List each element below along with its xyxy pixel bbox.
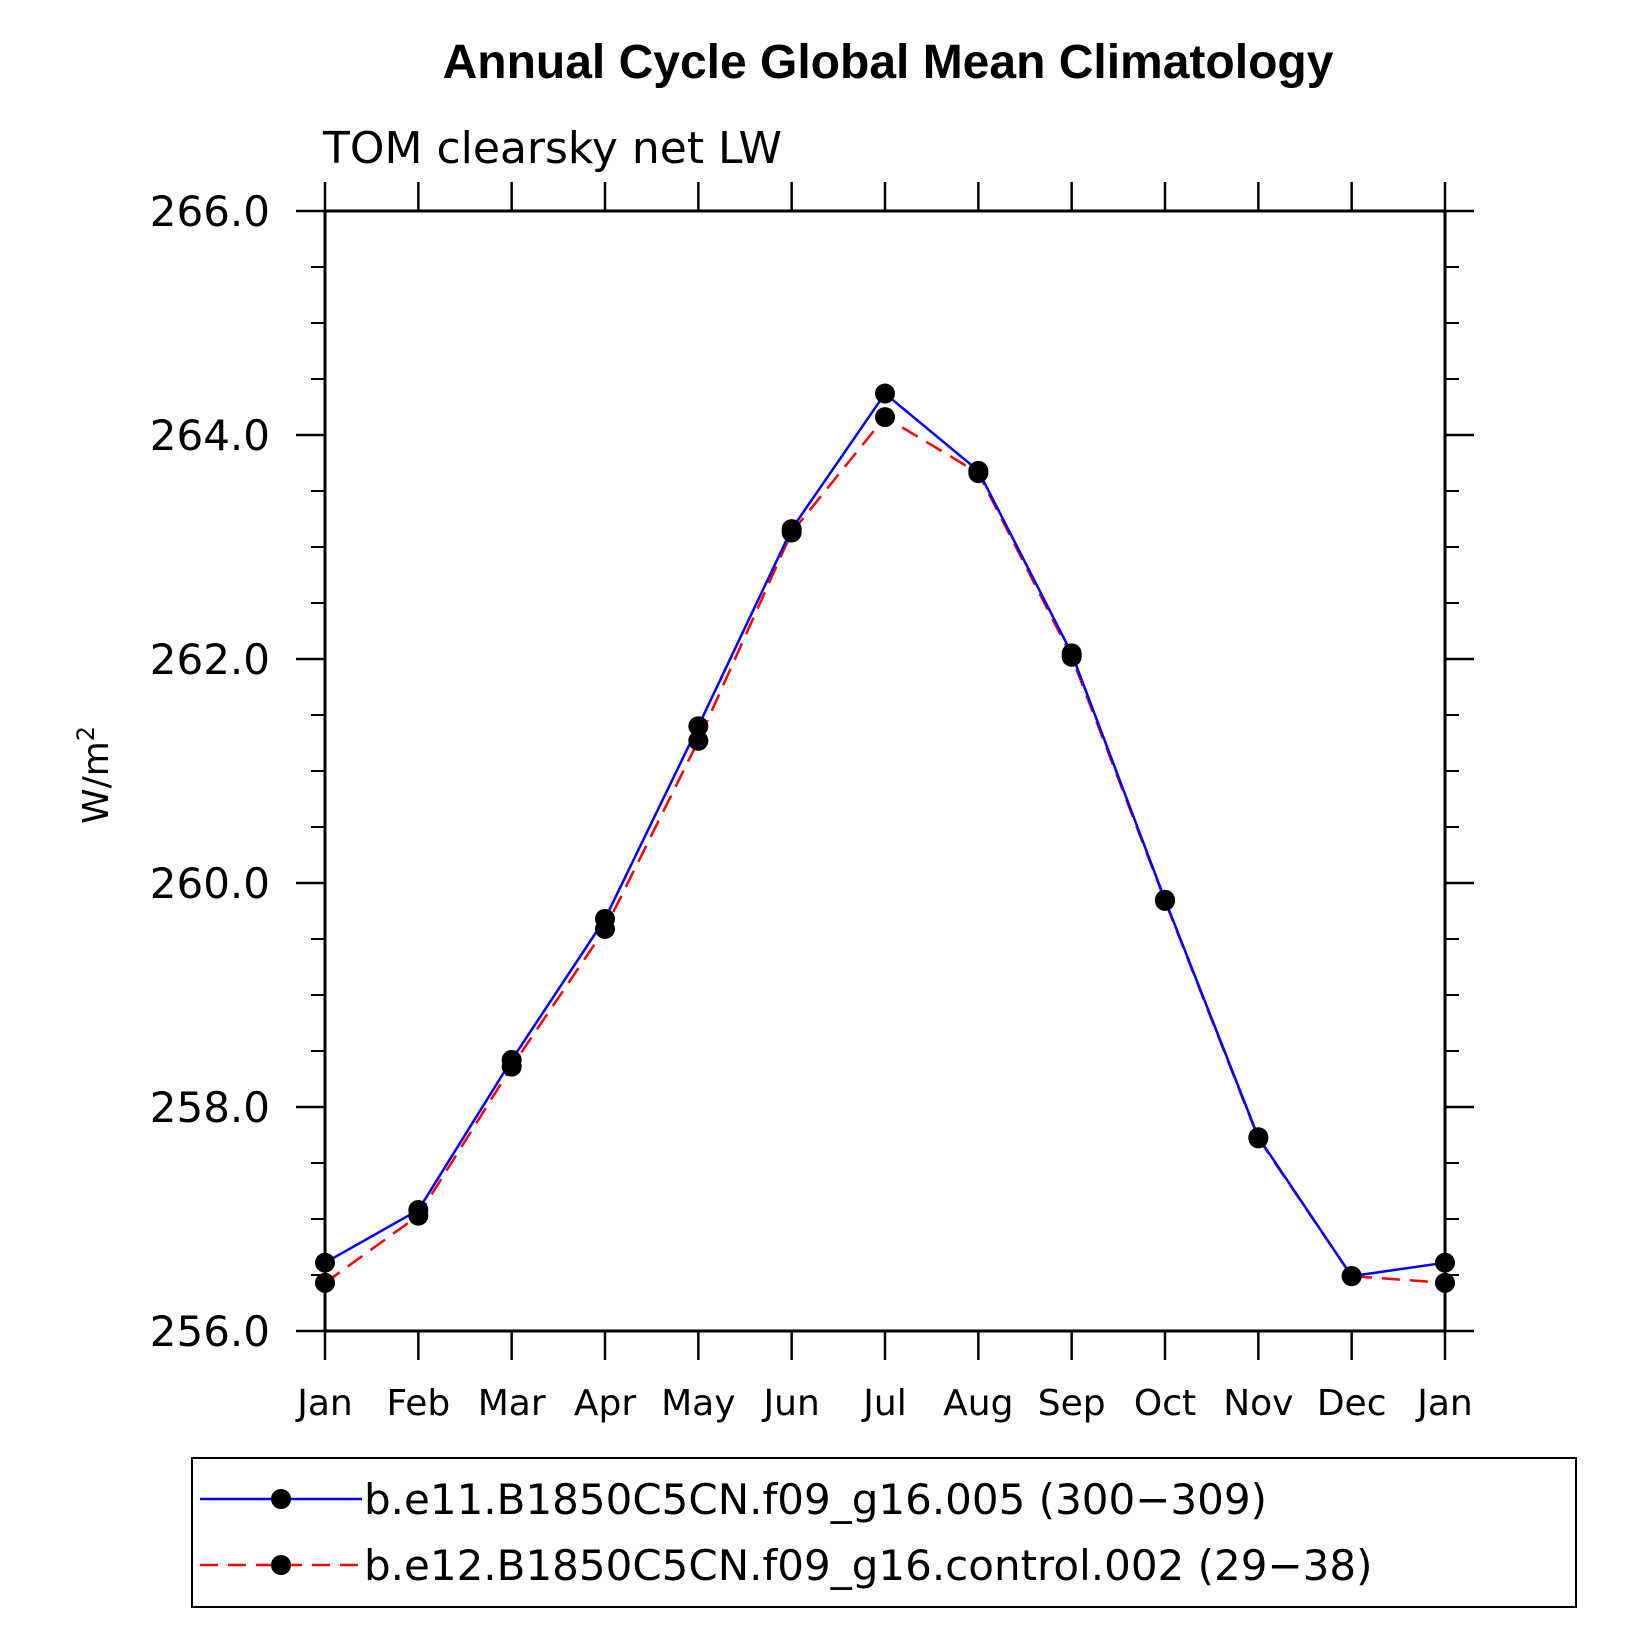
data-point-series-2 — [875, 407, 895, 428]
data-point-series-2 — [1155, 890, 1175, 911]
series-line-2 — [324, 415, 1446, 1285]
y-tick-label: 266.0 — [150, 187, 270, 236]
legend-marker-1 — [271, 1489, 291, 1509]
data-point-series-2 — [1061, 646, 1082, 667]
y-tick-label: 256.0 — [150, 1307, 270, 1356]
y-tick-label: 258.0 — [150, 1083, 270, 1132]
data-point-series-1 — [688, 716, 709, 737]
x-tick-label: May — [661, 1383, 735, 1424]
chart-subtitle: TOM clearsky net LW — [322, 123, 782, 174]
data-point-series-1 — [875, 383, 895, 404]
y-axis-label-text: W/m — [76, 741, 117, 824]
data-point-series-2 — [1248, 1128, 1269, 1149]
x-tick-label: Feb — [386, 1383, 450, 1424]
series-markers — [315, 383, 1455, 1293]
data-point-series-2 — [408, 1205, 429, 1226]
axis-ticks — [296, 182, 1474, 1360]
x-tick-label: Aug — [943, 1383, 1013, 1424]
data-point-series-2 — [595, 918, 615, 939]
x-tick-label: Sep — [1038, 1383, 1106, 1424]
series-line-1 — [324, 391, 1446, 1278]
data-point-series-2 — [1341, 1266, 1362, 1287]
x-tick-label: Nov — [1223, 1383, 1293, 1424]
legend-entries: b.e11.B1850C5CN.f09_g16.005 (300−309) b.e… — [200, 1475, 1372, 1590]
chart-title: Annual Cycle Global Mean Climatology — [443, 36, 1334, 89]
series-lines — [324, 391, 1446, 1285]
legend-box — [191, 1457, 1577, 1608]
y-tick-label: 262.0 — [150, 635, 270, 684]
data-point-series-2 — [968, 463, 989, 484]
data-point-series-2 — [501, 1056, 522, 1077]
y-tick-label: 264.0 — [150, 411, 270, 460]
x-tick-label: Oct — [1134, 1383, 1196, 1424]
y-axis-label: W/m2 — [72, 726, 117, 824]
x-tick-label: Mar — [478, 1383, 546, 1424]
legend: b.e11.B1850C5CN.f09_g16.005 (300−309) b.e… — [191, 1457, 1577, 1608]
y-tick-label: 260.0 — [150, 859, 270, 908]
x-tick-label: Jul — [861, 1383, 906, 1424]
x-tick-label: Dec — [1317, 1383, 1387, 1424]
x-tick-label: Jan — [1415, 1383, 1473, 1424]
legend-label-1: b.e11.B1850C5CN.f09_g16.005 (300−309) — [364, 1475, 1267, 1524]
data-point-series-2 — [781, 522, 802, 543]
data-point-series-2 — [688, 730, 709, 751]
plot-frame — [323, 209, 1447, 1333]
axis-tick-labels: Jan Feb Mar Apr May Jun Jul Aug Sep Oct Nov Dec Jan 2… — [150, 187, 1473, 1424]
legend-label-2: b.e12.B1850C5CN.f09_g16.control.002 (29−… — [364, 1541, 1372, 1590]
x-tick-label: Jan — [295, 1383, 353, 1424]
legend-marker-2 — [271, 1555, 291, 1575]
y-axis-label-superscript: 2 — [72, 726, 100, 741]
x-tick-label: Jun — [762, 1383, 820, 1424]
x-tick-label: Apr — [574, 1383, 636, 1424]
